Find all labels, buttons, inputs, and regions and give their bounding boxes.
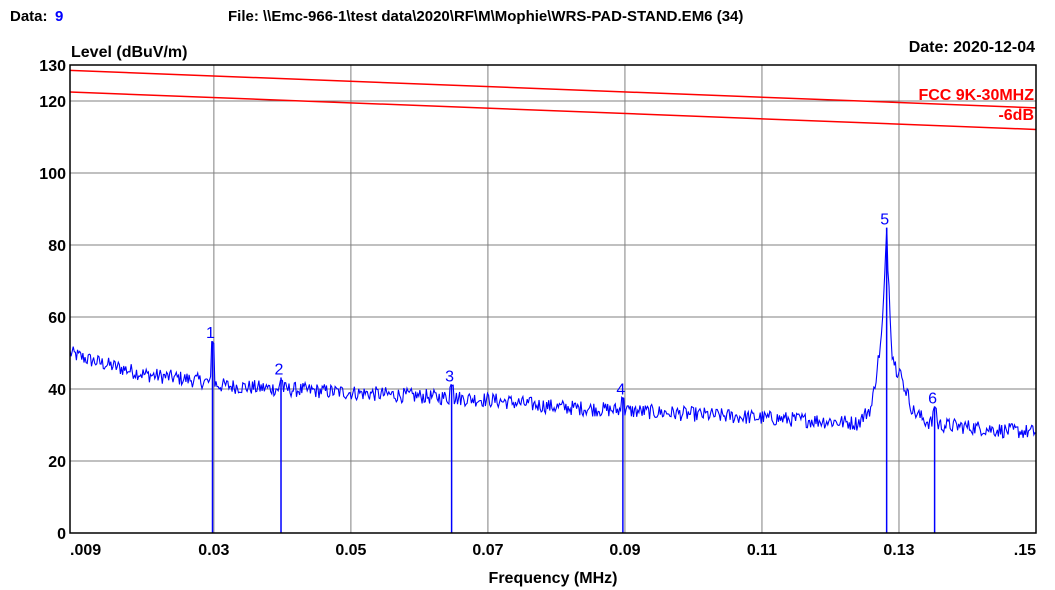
limit-label: -6dB	[998, 107, 1034, 124]
y-tick-label: 130	[39, 58, 66, 75]
y-tick-label: 0	[57, 526, 66, 543]
marker-label: 5	[880, 212, 889, 229]
x-tick-label: 0.03	[198, 542, 229, 559]
marker-label: 1	[206, 325, 215, 342]
y-tick-label: 60	[48, 310, 66, 327]
trace-line	[69, 227, 1037, 439]
marker-label: 3	[445, 368, 454, 385]
x-tick-label: .15	[1014, 542, 1036, 559]
data-label: Data:	[10, 8, 48, 25]
limit-label: FCC 9K-30MHZ	[918, 87, 1034, 104]
marker-label: 4	[616, 381, 625, 398]
x-tick-label: 0.09	[609, 542, 640, 559]
marker-label: 6	[928, 390, 937, 407]
y-tick-label: 100	[39, 166, 66, 183]
y-tick-label: 20	[48, 454, 66, 471]
x-tick-label: 0.07	[472, 542, 503, 559]
grid	[70, 65, 1036, 533]
x-tick-labels: .009 0.03 0.05 0.07 0.09 0.11 0.13 .15	[70, 542, 1036, 559]
marker-label: 2	[275, 361, 284, 378]
y-tick-label: 40	[48, 382, 66, 399]
data-value: 9	[55, 8, 63, 25]
date-text: Date: 2020-12-04	[909, 39, 1035, 56]
x-tick-label: 0.13	[883, 542, 914, 559]
limit-line	[69, 91, 1037, 131]
file-path-text: File: \\Emc-966-1\test data\2020\RF\M\Mo…	[228, 8, 743, 25]
trace-group	[69, 227, 1037, 439]
y-tick-label: 120	[39, 94, 66, 111]
markers: 1 2 3 4 5 6	[206, 212, 937, 533]
y-tick-label: 80	[48, 238, 66, 255]
x-axis-label: Frequency (MHz)	[489, 570, 618, 587]
x-tick-label: .009	[70, 542, 101, 559]
plot-border	[69, 64, 1037, 534]
y-tick-labels: 0 20 40 60 80 100 120 130	[39, 58, 66, 543]
y-axis-label: Level (dBuV/m)	[71, 44, 187, 61]
x-tick-label: 0.05	[335, 542, 366, 559]
x-tick-label: 0.11	[747, 542, 777, 559]
limit-line	[69, 69, 1037, 109]
limit-lines: FCC 9K-30MHZ -6dB	[69, 69, 1037, 131]
